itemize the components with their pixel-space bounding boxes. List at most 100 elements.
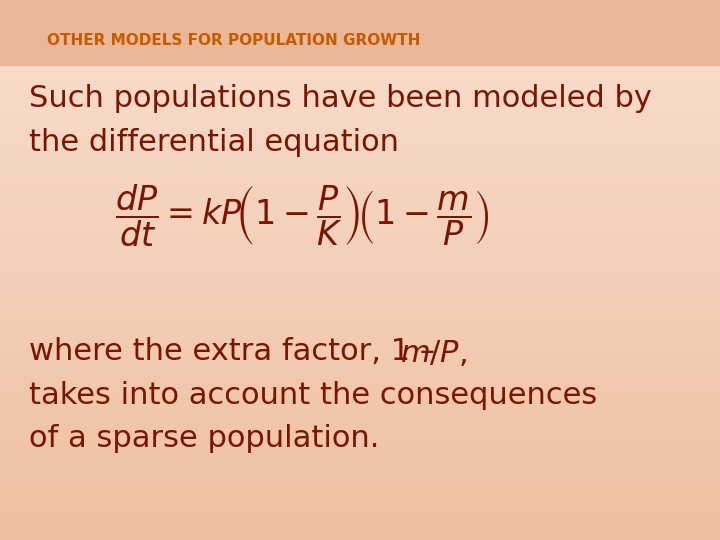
Bar xyxy=(0,232,720,235)
Bar xyxy=(0,510,720,513)
Bar xyxy=(0,302,720,305)
Bar xyxy=(0,435,720,437)
Bar xyxy=(0,230,720,232)
Bar xyxy=(0,78,720,81)
Bar xyxy=(0,89,720,92)
Bar xyxy=(0,529,720,532)
Bar xyxy=(0,138,720,140)
Bar xyxy=(0,427,720,429)
Bar xyxy=(0,273,720,275)
Bar xyxy=(0,154,720,157)
Bar xyxy=(0,521,720,524)
Bar xyxy=(0,381,720,383)
Bar xyxy=(0,278,720,281)
Bar xyxy=(0,235,720,238)
Bar xyxy=(0,513,720,516)
Bar xyxy=(0,281,720,284)
Bar xyxy=(0,11,720,14)
Bar xyxy=(0,443,720,445)
Bar xyxy=(0,305,720,308)
Bar xyxy=(0,54,720,57)
Bar xyxy=(0,267,720,270)
Bar xyxy=(0,189,720,192)
Bar xyxy=(0,292,720,294)
Bar xyxy=(0,297,720,300)
Bar xyxy=(0,348,720,351)
Bar xyxy=(0,208,720,211)
Bar xyxy=(0,446,720,448)
Bar xyxy=(0,251,720,254)
Bar xyxy=(0,167,720,170)
Bar xyxy=(0,59,720,62)
Bar xyxy=(0,103,720,105)
Text: where the extra factor, 1 –: where the extra factor, 1 – xyxy=(29,338,445,367)
Bar xyxy=(0,518,720,521)
Bar xyxy=(0,151,720,154)
Bar xyxy=(0,451,720,454)
Bar xyxy=(0,170,720,173)
Bar xyxy=(0,27,720,30)
Bar xyxy=(0,159,720,162)
Bar xyxy=(0,383,720,386)
Bar xyxy=(0,84,720,86)
Bar xyxy=(0,186,720,189)
Bar xyxy=(0,0,720,65)
Bar xyxy=(0,176,720,178)
Bar xyxy=(0,497,720,500)
Bar xyxy=(0,316,720,319)
Bar xyxy=(0,370,720,373)
Bar xyxy=(0,332,720,335)
Bar xyxy=(0,140,720,143)
Bar xyxy=(0,437,720,440)
Bar xyxy=(0,335,720,338)
Bar xyxy=(0,397,720,400)
Bar xyxy=(0,135,720,138)
Bar xyxy=(0,400,720,402)
Bar xyxy=(0,489,720,491)
Bar xyxy=(0,35,720,38)
Bar xyxy=(0,354,720,356)
Bar xyxy=(0,132,720,135)
Bar xyxy=(0,378,720,381)
Bar xyxy=(0,3,720,5)
Bar xyxy=(0,32,720,35)
Bar xyxy=(0,219,720,221)
Bar xyxy=(0,227,720,229)
Bar xyxy=(0,375,720,378)
Bar xyxy=(0,8,720,11)
Bar xyxy=(0,472,720,475)
Bar xyxy=(0,405,720,408)
Bar xyxy=(0,535,720,537)
Bar xyxy=(0,462,720,464)
Bar xyxy=(0,359,720,362)
Bar xyxy=(0,213,720,216)
Bar xyxy=(0,14,720,16)
Bar xyxy=(0,248,720,251)
Bar xyxy=(0,351,720,354)
Bar xyxy=(0,184,720,186)
Bar xyxy=(0,62,720,65)
Bar xyxy=(0,38,720,40)
Bar xyxy=(0,124,720,127)
Text: $\dfrac{dP}{dt} = kP\!\left(1 - \dfrac{P}{K}\right)\!\left(1 - \dfrac{m}{P}\righ: $\dfrac{dP}{dt} = kP\!\left(1 - \dfrac{P… xyxy=(115,183,490,249)
Bar xyxy=(0,68,720,70)
Bar xyxy=(0,413,720,416)
Bar xyxy=(0,418,720,421)
Bar xyxy=(0,51,720,54)
Bar xyxy=(0,392,720,394)
Bar xyxy=(0,300,720,302)
Bar xyxy=(0,224,720,227)
Bar xyxy=(0,192,720,194)
Text: OTHER MODELS FOR POPULATION GROWTH: OTHER MODELS FOR POPULATION GROWTH xyxy=(47,33,420,49)
Bar xyxy=(0,481,720,483)
Bar xyxy=(0,108,720,111)
Bar xyxy=(0,81,720,84)
Bar xyxy=(0,127,720,130)
Bar xyxy=(0,491,720,494)
Bar xyxy=(0,157,720,159)
Bar xyxy=(0,146,720,148)
Bar xyxy=(0,240,720,243)
Bar xyxy=(0,243,720,246)
Bar xyxy=(0,49,720,51)
Bar xyxy=(0,46,720,49)
